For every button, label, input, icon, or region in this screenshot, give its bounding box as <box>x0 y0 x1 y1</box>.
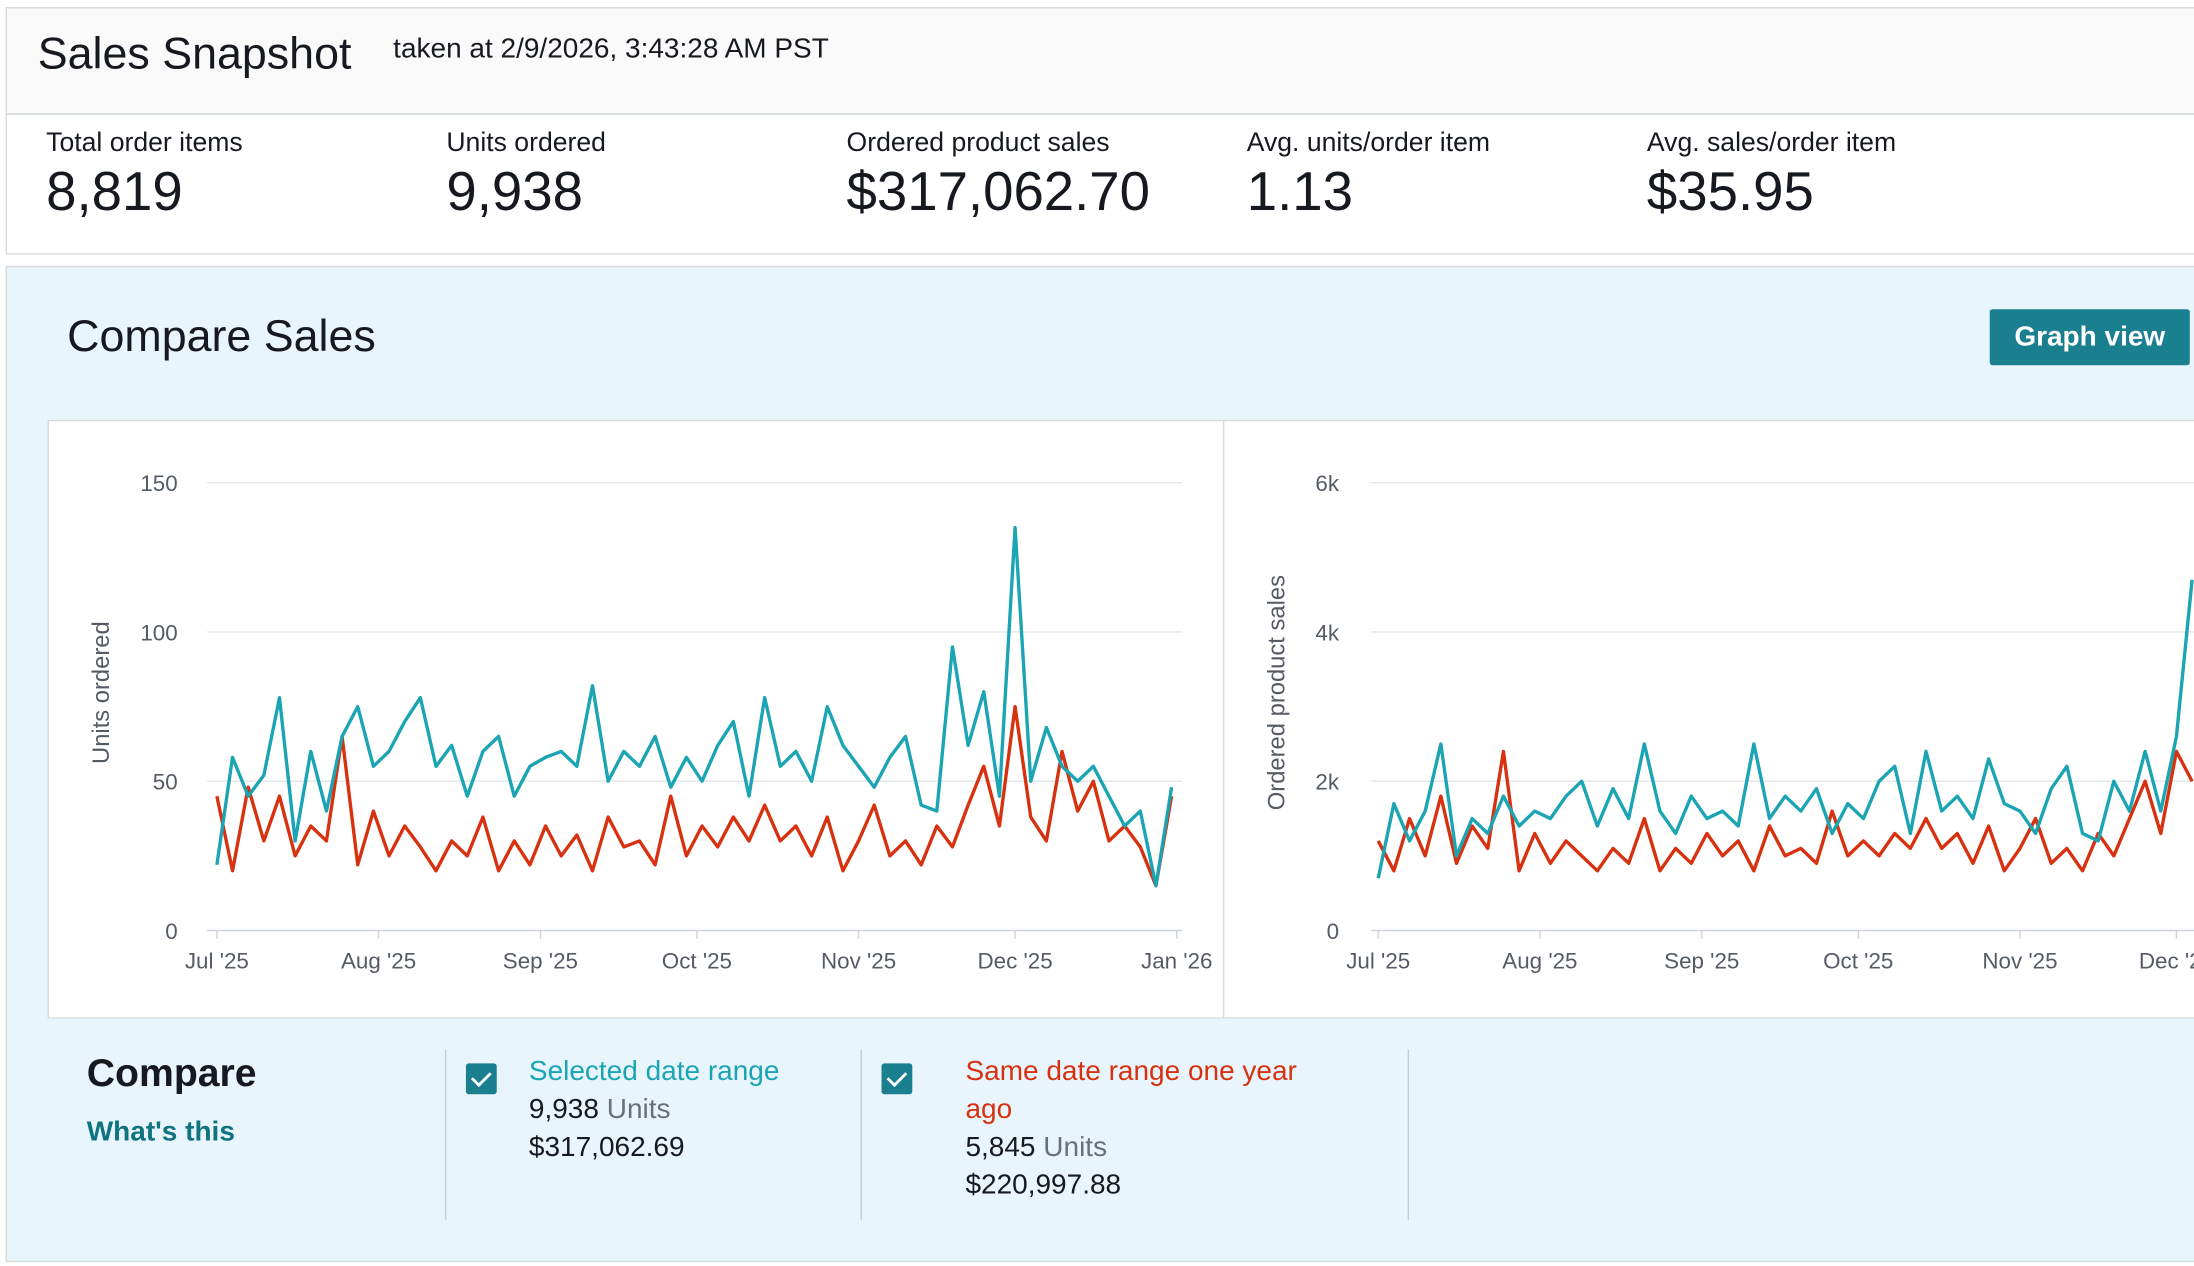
x-tick-label: Dec '25 <box>977 948 1052 973</box>
y-tick-label: 0 <box>165 919 177 944</box>
y-tick-label: 6k <box>1315 471 1339 496</box>
units-value: 9,938 <box>529 1094 599 1125</box>
legend-label: Selected date range <box>529 1054 851 1092</box>
sales: $317,062.69 <box>529 1129 685 1167</box>
y-tick-label: 150 <box>140 471 177 496</box>
y-tick-label: 50 <box>153 770 178 795</box>
checkbox[interactable] <box>466 1063 497 1094</box>
units-label: Units <box>1043 1132 1107 1163</box>
series-line <box>1378 580 2192 879</box>
y-tick-label: 4k <box>1315 620 1339 645</box>
units-value: 5,845 <box>965 1132 1035 1163</box>
x-tick-label: Nov '25 <box>1982 948 2057 973</box>
x-tick-label: Aug '25 <box>341 948 416 973</box>
divider <box>1408 1049 1409 1220</box>
legend-label: Same date range one year ago <box>965 1054 1329 1130</box>
y-tick-label: 100 <box>140 620 177 645</box>
series-line <box>1378 751 2192 870</box>
x-tick-label: Jan '26 <box>1141 948 1212 973</box>
series-line <box>217 528 1172 886</box>
x-tick-label: Jul '25 <box>185 948 249 973</box>
x-tick-label: Jul '25 <box>1346 948 1410 973</box>
y-axis-label: Units ordered <box>88 621 115 764</box>
x-tick-label: Nov '25 <box>821 948 896 973</box>
whats-this-link[interactable]: What's this <box>87 1117 235 1149</box>
y-axis-label: Ordered product sales <box>1263 575 1290 810</box>
y-tick-label: 2k <box>1315 770 1339 795</box>
x-tick-label: Sep '25 <box>1664 948 1739 973</box>
units-label: Units <box>607 1094 671 1125</box>
divider <box>861 1049 862 1220</box>
compare-title: Compare <box>87 1051 257 1096</box>
sales: $220,997.88 <box>965 1167 1121 1205</box>
x-tick-label: Aug '25 <box>1502 948 1577 973</box>
units: 9,938 Units <box>529 1091 671 1129</box>
divider <box>445 1049 446 1220</box>
x-tick-label: Oct '25 <box>662 948 732 973</box>
checkbox[interactable] <box>882 1063 913 1094</box>
x-tick-label: Oct '25 <box>1823 948 1893 973</box>
x-tick-label: Dec '25 <box>2139 948 2194 973</box>
units: 5,845 Units <box>965 1129 1107 1167</box>
x-tick-label: Sep '25 <box>503 948 578 973</box>
y-tick-label: 0 <box>1327 919 1339 944</box>
